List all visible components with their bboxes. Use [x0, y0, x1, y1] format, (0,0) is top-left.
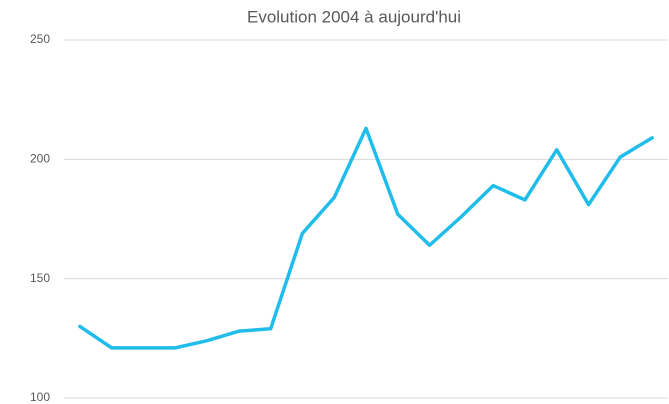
y-tick-label: 200 [30, 152, 50, 166]
y-tick-label: 150 [30, 271, 50, 285]
y-tick-label: 250 [30, 32, 50, 46]
line-series [78, 126, 654, 350]
y-tick-label: 100 [30, 390, 50, 404]
chart-title: Evolution 2004 à aujourd'hui [247, 7, 461, 26]
